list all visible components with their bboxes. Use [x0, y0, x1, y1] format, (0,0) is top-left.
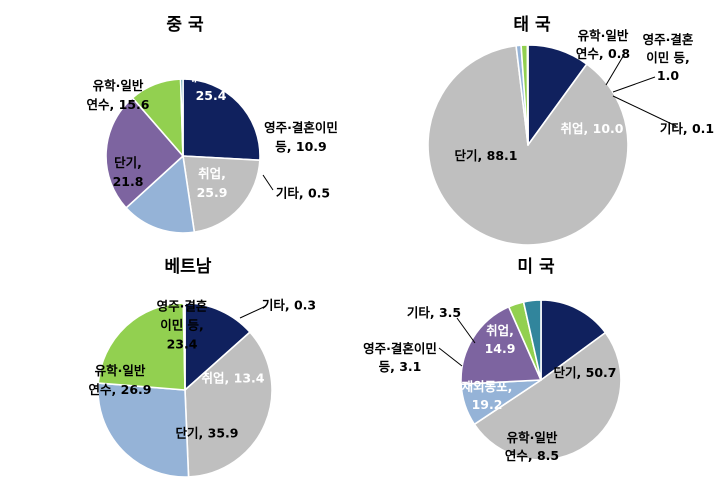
data-label-취업: 취업, 10.0	[561, 121, 624, 136]
leader-line	[456, 317, 476, 344]
data-label-영주-결혼이민-등: 영주·결혼이민 등, 10.9	[264, 120, 338, 154]
pie-chart-thailand: 태 국취업, 10.0 단기, 88.1 유학·일반 연수, 0.8 영주·결혼 이민 등…	[427, 15, 714, 246]
data-label-재외동포: 재외동포, 19.2	[462, 379, 513, 412]
data-label-유학-일반-연수: 유학·일반 연수, 15.6	[87, 78, 150, 112]
data-label-기타: 기타, 0.1	[660, 121, 714, 136]
data-label-기타: 기타, 0.3	[262, 298, 316, 313]
leader-line	[612, 95, 677, 127]
leader-line	[239, 305, 267, 319]
data-label-기타: 기타, 0.5	[276, 186, 330, 201]
pie-slice-단기	[184, 331, 273, 478]
leader-line	[612, 76, 656, 93]
pie-slice-유학-일반-연수	[97, 382, 190, 478]
pie-chart-usa: 미 국취업, 14.9 단기, 50.7 유학·일반 연수, 8.5 재외동포, 19.2 영…	[363, 257, 622, 463]
pie-slice-기타	[522, 299, 542, 381]
data-label-영주-결혼이민-등: 영주·결혼 이민 등, 23.4	[157, 299, 208, 352]
data-label-영주-결혼이민-등: 영주·결혼이민 등, 3.1	[363, 341, 437, 374]
chart-title: 태 국	[513, 15, 551, 35]
leader-line	[262, 174, 274, 191]
data-label-유학-일반-연수: 유학·일반 연수, 8.5	[505, 430, 559, 463]
data-label-취업: 취업, 25.9	[197, 166, 228, 200]
data-label-취업: 취업, 14.9	[485, 323, 516, 356]
chart-title: 베트남	[165, 257, 212, 277]
pie-slice-취업	[540, 299, 607, 381]
data-label-단기: 단기, 35.9	[176, 426, 239, 441]
data-label-기타: 기타, 3.5	[407, 305, 461, 320]
chart-title: 중 국	[166, 15, 204, 35]
data-label-영주-결혼이민-등: 영주·결혼 이민 등, 1.0	[643, 32, 694, 83]
pie-slice-기타	[182, 302, 186, 391]
pie-slice-취업	[184, 302, 251, 391]
data-label-재외동포: 재외동포, 25.4	[186, 69, 237, 103]
pie-slice-단기	[473, 331, 622, 461]
data-label-단기: 단기, 21.8	[113, 155, 144, 189]
pie-chart-china: 중 국취업, 25.9 단기, 21.8 유학·일반 연수, 15.6 재외동포, 25.4 영…	[87, 15, 338, 234]
pie-slice-재외동포	[460, 305, 542, 385]
pie-slice-재외동포	[105, 97, 184, 209]
leader-line	[438, 347, 463, 367]
data-label-취업: 취업, 13.4	[202, 371, 265, 386]
pie-slice-영주-결혼이민-등	[97, 302, 186, 391]
data-label-단기: 단기, 88.1	[455, 148, 518, 163]
chart-title: 미 국	[517, 257, 555, 277]
pie-slice-취업	[182, 78, 261, 162]
data-label-유학-일반-연수: 유학·일반 연수, 0.8	[576, 28, 630, 61]
pie-slice-단기	[182, 155, 261, 233]
pie-slice-기타	[179, 78, 184, 157]
data-label-단기: 단기, 50.7	[554, 365, 617, 380]
pie-slice-유학-일반-연수	[125, 155, 196, 234]
leader-line	[605, 52, 626, 86]
pie-slice-기타	[526, 44, 529, 146]
data-label-유학-일반-연수: 유학·일반 연수, 26.9	[89, 363, 152, 397]
